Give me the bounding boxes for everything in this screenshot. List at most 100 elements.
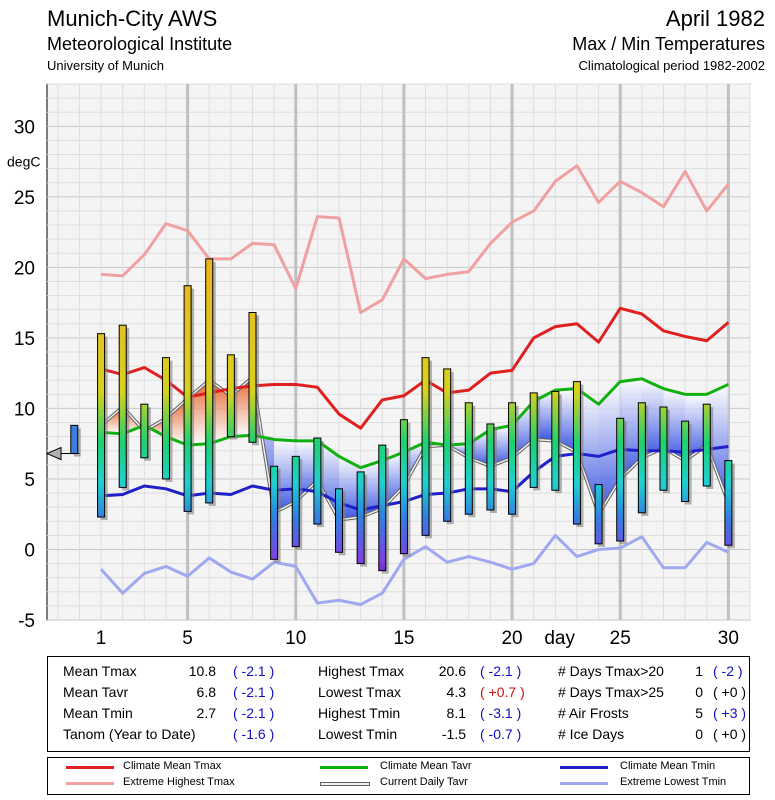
legend-label: Extreme Highest Tmax <box>123 776 235 788</box>
y-tick-label: 10 <box>14 399 35 420</box>
mean-tavr-arrow <box>45 446 62 461</box>
daily-bar <box>248 312 257 443</box>
period-title: April 1982 <box>665 6 765 31</box>
stat-anomaly: ( -2 ) <box>713 663 743 679</box>
anomaly-fill <box>598 381 621 515</box>
legend-label: Extreme Lowest Tmin <box>620 776 727 788</box>
stat-value: -1.5 <box>441 726 466 742</box>
stat-value: 20.6 <box>438 663 466 679</box>
legend-label: Climate Mean Tavr <box>380 760 472 772</box>
stat-label: Lowest Tmax <box>318 684 401 700</box>
institute-name: Meteorological Institute <box>47 34 233 54</box>
daily-bar <box>270 465 279 560</box>
daily-bar <box>378 444 387 572</box>
daily-bar <box>616 417 625 542</box>
statistics-panel: Mean Tmax 10.8 ( -2.1 ) Mean Tavr 6.8 ( -2.1 … <box>47 656 750 752</box>
stat-label: Highest Tmin <box>318 705 401 721</box>
daily-bar <box>118 324 127 488</box>
daily-bar <box>464 402 473 515</box>
daily-bar <box>659 406 668 491</box>
stat-value: 8.1 <box>446 705 466 721</box>
daily-bar <box>140 403 149 459</box>
stat-anomaly: ( +0.7 ) <box>480 684 525 700</box>
chart-subtitle: Max / Min Temperatures <box>572 34 765 54</box>
stat-anomaly: ( -2.1 ) <box>233 663 275 679</box>
daily-bar <box>594 484 603 545</box>
stat-label: Mean Tmin <box>63 705 133 721</box>
stat-label: Tanom (Year to Date) <box>63 726 196 742</box>
stat-anomaly: ( +0 ) <box>713 726 747 742</box>
legend-swatch <box>66 766 114 769</box>
stat-value: 6.8 <box>196 684 216 700</box>
legend-swatch <box>66 782 114 785</box>
daily-bar <box>508 402 517 515</box>
daily-bar <box>724 460 733 546</box>
stat-anomaly: ( -0.7 ) <box>480 726 522 742</box>
daily-bar <box>486 423 495 511</box>
x-tick-label: 5 <box>182 628 193 649</box>
y-tick-label: 0 <box>24 540 35 561</box>
stat-anomaly: ( -1.6 ) <box>233 726 275 742</box>
legend-swatch <box>560 766 608 769</box>
y-tick-label: 15 <box>14 329 35 350</box>
climatology-period: Climatological period 1982-2002 <box>578 58 765 73</box>
stat-value: 0 <box>695 684 703 700</box>
series-line-extreme-lowest-tmin <box>99 533 729 606</box>
daily-bar <box>226 354 235 438</box>
daily-bar <box>97 333 106 518</box>
daily-bar <box>356 471 365 565</box>
daily-bar <box>637 402 646 514</box>
series-line-extreme-highest-tmax <box>100 164 730 315</box>
stat-value: 4.3 <box>446 684 466 700</box>
stat-label: Lowest Tmin <box>318 726 398 742</box>
stat-value: 10.8 <box>188 663 216 679</box>
stat-label: Mean Tmax <box>63 663 137 679</box>
stat-value: 1 <box>695 663 703 679</box>
daily-bar <box>529 392 538 488</box>
university-name: University of Munich <box>47 58 165 73</box>
x-tick-label: 30 <box>718 628 739 649</box>
station-title: Munich-City AWS <box>47 6 218 31</box>
daily-bar <box>702 403 711 487</box>
daily-bar <box>161 357 170 480</box>
stat-anomaly: ( -2.1 ) <box>233 684 275 700</box>
legend-label: Current Daily Tavr <box>380 776 468 788</box>
y-tick-label: 30 <box>14 117 35 138</box>
daily-bars <box>97 258 735 574</box>
legend-swatch <box>320 766 368 769</box>
daily-bar <box>183 285 192 512</box>
daily-bar <box>291 455 300 548</box>
daily-bar <box>313 437 322 525</box>
stat-label: # Days Tmax>20 <box>558 663 664 679</box>
grid-lines <box>47 83 751 621</box>
daily-bar <box>681 420 690 503</box>
summary-bar <box>70 424 79 455</box>
stat-anomaly: ( +3 ) <box>713 705 747 721</box>
y-tick-label: 20 <box>14 258 35 279</box>
chart-extras <box>45 424 81 461</box>
daily-bar <box>205 258 214 504</box>
x-tick-label: 10 <box>285 628 306 649</box>
legend-swatch <box>320 782 370 786</box>
stat-anomaly: ( -2.1 ) <box>233 705 275 721</box>
x-tick-label: 20 <box>501 628 522 649</box>
stat-label: # Ice Days <box>558 726 625 742</box>
stat-label: Mean Tavr <box>63 684 129 700</box>
stat-label: # Air Frosts <box>558 705 629 721</box>
legend-label: Climate Mean Tmax <box>123 760 222 772</box>
stat-value: 5 <box>695 705 703 721</box>
stat-anomaly: ( -3.1 ) <box>480 705 522 721</box>
chart-legend: Climate Mean Tmax Climate Mean Tavr Climat… <box>47 757 750 795</box>
daily-bar <box>421 357 430 536</box>
legend-label: Climate Mean Tmin <box>620 760 716 772</box>
legend-swatch <box>560 782 608 785</box>
stat-anomaly: ( -2.1 ) <box>480 663 522 679</box>
daily-bar <box>572 381 581 525</box>
y-tick-label: 25 <box>14 188 35 209</box>
stat-anomaly: ( +0 ) <box>713 684 747 700</box>
x-tick-label: 1 <box>96 628 107 649</box>
stat-value: 0 <box>695 726 703 742</box>
y-tick-label: -5 <box>18 611 35 632</box>
